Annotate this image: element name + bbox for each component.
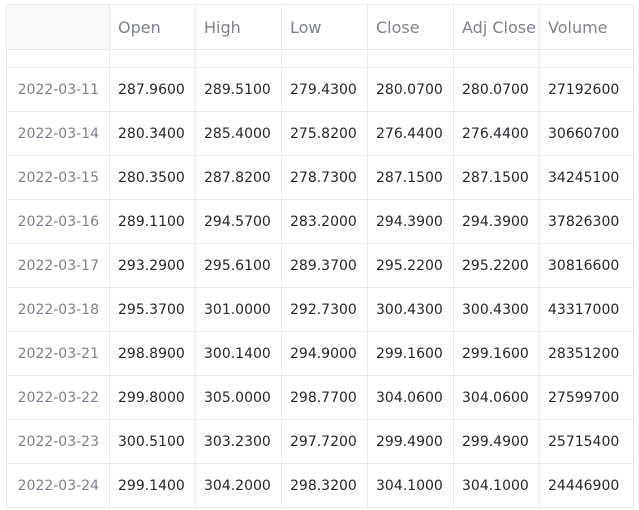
row-index-cell[interactable]: 2022-03-21 [6,331,110,376]
table-cell[interactable]: 304.1000 [367,463,454,508]
table-cell[interactable]: 285.4000 [195,111,282,156]
table-cell[interactable]: 298.8900 [109,331,196,376]
table-cell[interactable]: 295.6100 [195,243,282,288]
table-cell[interactable]: 287.9600 [109,67,196,112]
row-index-cell[interactable]: 2022-03-17 [6,243,110,288]
table-cell[interactable]: 279.4300 [281,67,368,112]
table-cell[interactable]: 299.1600 [367,331,454,376]
table-cell[interactable]: 28351200 [539,331,634,376]
table-cell[interactable]: 27599700 [539,375,634,420]
table-row: 2022-03-23 300.5100 303.2300 297.7200 299.49… [6,419,634,464]
table-cell[interactable]: 299.4900 [453,419,540,464]
table-cell[interactable]: 30816600 [539,243,634,288]
table-cell[interactable]: 294.3900 [367,199,454,244]
table-cell[interactable]: 283.2000 [281,199,368,244]
table-cell[interactable]: 294.9000 [281,331,368,376]
table-cell[interactable]: 289.3700 [281,243,368,288]
table-cell[interactable]: 304.1000 [453,463,540,508]
table-cell[interactable]: 304.0600 [367,375,454,420]
table-cell[interactable]: 293.2900 [109,243,196,288]
table-row: 2022-03-17 293.2900 295.6100 289.3700 295.22… [6,243,634,288]
table-cell[interactable]: 297.7200 [281,419,368,464]
table-cell[interactable]: 299.1600 [453,331,540,376]
column-header-high[interactable]: High [195,4,282,50]
column-header-close[interactable]: Close [367,4,454,50]
table-cell[interactable]: 275.8200 [281,111,368,156]
table-row: 2022-03-16 289.1100 294.5700 283.2000 294.39… [6,199,634,244]
table-cell[interactable]: 280.0700 [453,67,540,112]
row-index-cell[interactable]: 2022-03-24 [6,463,110,508]
table-row: 2022-03-11 287.9600 289.5100 279.4300 280.07… [6,67,634,112]
table-row: 2022-03-21 298.8900 300.1400 294.9000 299.16… [6,331,634,376]
table-cell[interactable]: 24446900 [539,463,634,508]
table-cell[interactable]: 280.3400 [109,111,196,156]
table-cell[interactable]: 304.2000 [195,463,282,508]
table-cell[interactable]: 289.5100 [195,67,282,112]
column-header-volume[interactable]: Volume [539,4,634,50]
table-cell[interactable]: 289.1100 [109,199,196,244]
table-body: 2022-03-11 287.9600 289.5100 279.4300 280.07… [6,49,634,508]
table-cell[interactable]: 287.8200 [195,155,282,200]
table-cell[interactable]: 27192600 [539,67,634,112]
table-cell[interactable]: 287.1500 [367,155,454,200]
column-header-low[interactable]: Low [281,4,368,50]
row-index-cell[interactable]: 2022-03-15 [6,155,110,200]
table-row: 2022-03-14 280.3400 285.4000 275.8200 276.44… [6,111,634,156]
table-cell[interactable]: 301.0000 [195,287,282,332]
table-cell[interactable]: 299.8000 [109,375,196,420]
row-index-cell[interactable]: 2022-03-14 [6,111,110,156]
table-cell[interactable]: 298.7700 [281,375,368,420]
row-index-cell[interactable]: 2022-03-16 [6,199,110,244]
table-cell[interactable]: 280.3500 [109,155,196,200]
row-index-cell[interactable]: 2022-03-23 [6,419,110,464]
table-cell[interactable]: 305.0000 [195,375,282,420]
header-row: Open High Low Close Adj Close Volume [6,4,634,50]
table-cell[interactable]: 295.3700 [109,287,196,332]
table-cell[interactable]: 34245100 [539,155,634,200]
row-index-cell[interactable]: 2022-03-11 [6,67,110,112]
table-cell[interactable]: 295.2200 [367,243,454,288]
table-row: 2022-03-24 299.1400 304.2000 298.3200 304.10… [6,463,634,508]
table-cell[interactable]: 298.3200 [281,463,368,508]
table-cell[interactable]: 276.4400 [453,111,540,156]
table-cell[interactable]: 292.7300 [281,287,368,332]
table-cell[interactable]: 303.2300 [195,419,282,464]
table-header: Open High Low Close Adj Close Volume [6,4,634,50]
table-cell[interactable]: 300.1400 [195,331,282,376]
table-cell[interactable]: 299.1400 [109,463,196,508]
table-row: 2022-03-22 299.8000 305.0000 298.7700 304.06… [6,375,634,420]
table-cell[interactable]: 304.0600 [453,375,540,420]
table-row: 2022-03-18 295.3700 301.0000 292.7300 300.43… [6,287,634,332]
table-cell[interactable]: 37826300 [539,199,634,244]
table-cell[interactable]: 43317000 [539,287,634,332]
row-index-cell[interactable]: 2022-03-18 [6,287,110,332]
table-cell[interactable]: 294.3900 [453,199,540,244]
dataframe-table-container: Open High Low Close Adj Close Volume 2022-03-… [6,4,634,508]
row-index-cell[interactable]: 2022-03-22 [6,375,110,420]
table-cell[interactable]: 300.4300 [453,287,540,332]
table-cell[interactable]: 276.4400 [367,111,454,156]
dataframe-table: Open High Low Close Adj Close Volume 2022-03-… [6,4,634,508]
table-cell[interactable]: 300.5100 [109,419,196,464]
table-cell[interactable]: 299.4900 [367,419,454,464]
table-cell[interactable]: 278.7300 [281,155,368,200]
table-cell[interactable]: 294.5700 [195,199,282,244]
column-header-open[interactable]: Open [109,4,196,50]
empty-row [6,49,634,68]
table-row: 2022-03-15 280.3500 287.8200 278.7300 287.15… [6,155,634,200]
table-cell[interactable]: 300.4300 [367,287,454,332]
column-header-adj-close[interactable]: Adj Close [453,4,540,50]
table-cell[interactable]: 30660700 [539,111,634,156]
index-header[interactable] [6,4,110,50]
table-cell[interactable]: 280.0700 [367,67,454,112]
table-cell[interactable]: 295.2200 [453,243,540,288]
table-cell[interactable]: 287.1500 [453,155,540,200]
table-cell[interactable]: 25715400 [539,419,634,464]
